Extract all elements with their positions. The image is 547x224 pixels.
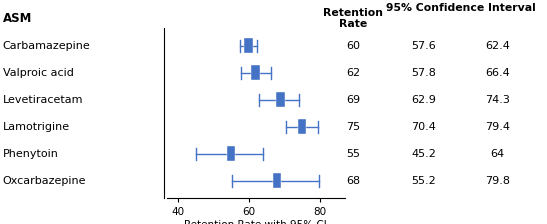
Bar: [298, 119, 306, 134]
Text: 62: 62: [346, 68, 360, 78]
Text: 62.9: 62.9: [411, 95, 437, 105]
Text: 74.3: 74.3: [485, 95, 510, 105]
Text: 57.6: 57.6: [411, 41, 437, 51]
Text: 62.4: 62.4: [485, 41, 510, 51]
Text: 95% Confidence Interval: 95% Confidence Interval: [386, 3, 536, 13]
Text: Carbamazepine: Carbamazepine: [3, 41, 90, 51]
Text: Lamotrigine: Lamotrigine: [3, 122, 70, 132]
Bar: [252, 65, 260, 80]
Text: 66.4: 66.4: [485, 68, 510, 78]
Text: 55.2: 55.2: [411, 176, 437, 186]
Text: Levetiracetam: Levetiracetam: [3, 95, 83, 105]
Text: 79.8: 79.8: [485, 176, 510, 186]
Text: 69: 69: [346, 95, 360, 105]
Bar: [226, 146, 235, 161]
Text: Oxcarbazepine: Oxcarbazepine: [3, 176, 86, 186]
Bar: [245, 38, 253, 53]
Text: Retention
Rate: Retention Rate: [323, 8, 383, 29]
Text: ASM: ASM: [3, 12, 32, 25]
Text: 60: 60: [346, 41, 360, 51]
Text: 57.8: 57.8: [411, 68, 437, 78]
Text: 55: 55: [346, 149, 360, 159]
Text: 70.4: 70.4: [411, 122, 437, 132]
Text: 79.4: 79.4: [485, 122, 510, 132]
X-axis label: Retention Rate with 95% CI: Retention Rate with 95% CI: [184, 220, 327, 224]
Text: 68: 68: [346, 176, 360, 186]
Text: Phenytoin: Phenytoin: [3, 149, 59, 159]
Bar: [276, 92, 285, 107]
Text: 64: 64: [491, 149, 505, 159]
Text: 45.2: 45.2: [411, 149, 437, 159]
Text: 75: 75: [346, 122, 360, 132]
Text: Valproic acid: Valproic acid: [3, 68, 74, 78]
Bar: [273, 173, 281, 188]
